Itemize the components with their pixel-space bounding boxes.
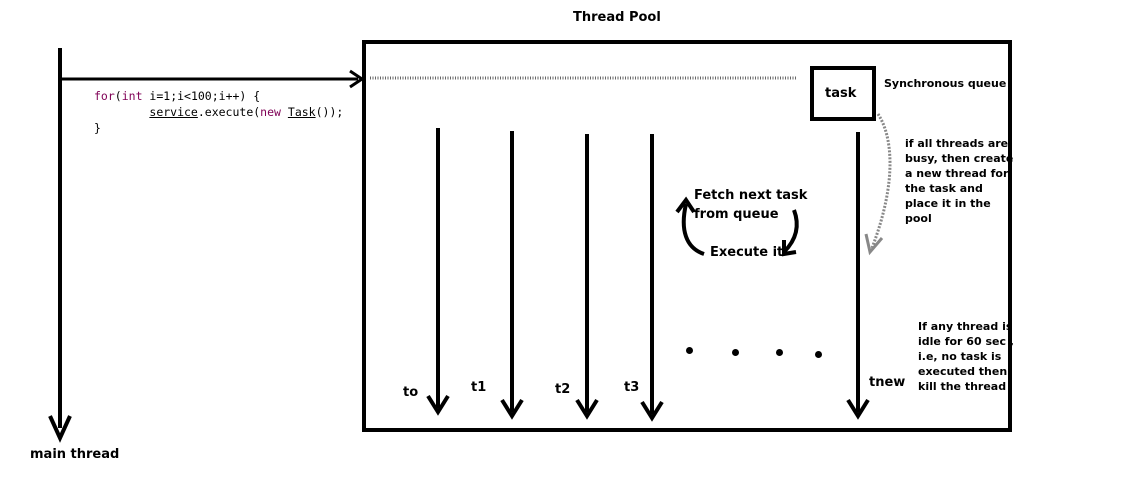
ellipsis-dot xyxy=(815,351,822,358)
worker-thread-to xyxy=(426,128,450,416)
thread-pool-box xyxy=(362,40,1012,432)
thread-label-to: to xyxy=(403,385,419,400)
code-text: ()); xyxy=(315,105,344,119)
new-thread-note: if all threads are busy, then create a n… xyxy=(905,137,1014,225)
main-thread-label: main thread xyxy=(30,447,120,462)
code-int-keyword: int xyxy=(121,89,143,103)
new-thread-curve-arrow xyxy=(870,113,892,249)
loop-arrow-right xyxy=(782,209,799,254)
loop-arrow-left xyxy=(681,203,705,256)
loop-fetch-label-2: from queue xyxy=(694,207,779,222)
worker-thread-t3 xyxy=(640,134,664,422)
thread-label-t1: t1 xyxy=(471,380,487,395)
code-text: ( xyxy=(114,89,122,103)
idle-thread-note: If any thread is idle for 60 sec , i.e, … xyxy=(918,320,1014,393)
code-task-ref: Task xyxy=(287,105,316,119)
code-for-keyword: for xyxy=(94,89,115,103)
code-indent xyxy=(94,105,149,119)
code-space xyxy=(281,105,288,119)
loop-fetch-label-1: Fetch next task xyxy=(694,188,808,203)
code-closing-brace: } xyxy=(94,121,101,135)
loop-arrowhead-left xyxy=(675,196,696,214)
code-snippet: for(int i=1;i<100;i++) { service.execute… xyxy=(94,88,343,136)
new-thread-curve-arrowhead xyxy=(864,233,884,256)
code-text: .execute( xyxy=(197,105,261,119)
code-service-ref: service xyxy=(149,105,198,119)
ellipsis-dot xyxy=(776,349,783,356)
ellipsis-dot xyxy=(732,349,739,356)
ellipsis-dot xyxy=(686,347,693,354)
code-new-keyword: new xyxy=(260,105,281,119)
task-label: task xyxy=(825,86,857,101)
thread-label-t3: t3 xyxy=(624,380,640,395)
thread-label-t2: t2 xyxy=(555,382,571,397)
synchronous-queue-label: Synchronous queue xyxy=(884,77,1007,90)
task-box xyxy=(810,66,876,121)
code-text: i=1;i<100;i++) { xyxy=(142,89,261,103)
thread-label-tnew: tnew xyxy=(869,375,906,390)
loop-execute-label: Execute it xyxy=(710,245,784,260)
loop-arrowhead-right xyxy=(782,240,797,257)
worker-thread-tnew xyxy=(846,132,870,420)
worker-thread-t2 xyxy=(575,134,599,420)
worker-thread-t1 xyxy=(500,131,524,420)
diagram-title: Thread Pool xyxy=(573,10,661,25)
main-thread-arrowhead xyxy=(48,415,72,443)
